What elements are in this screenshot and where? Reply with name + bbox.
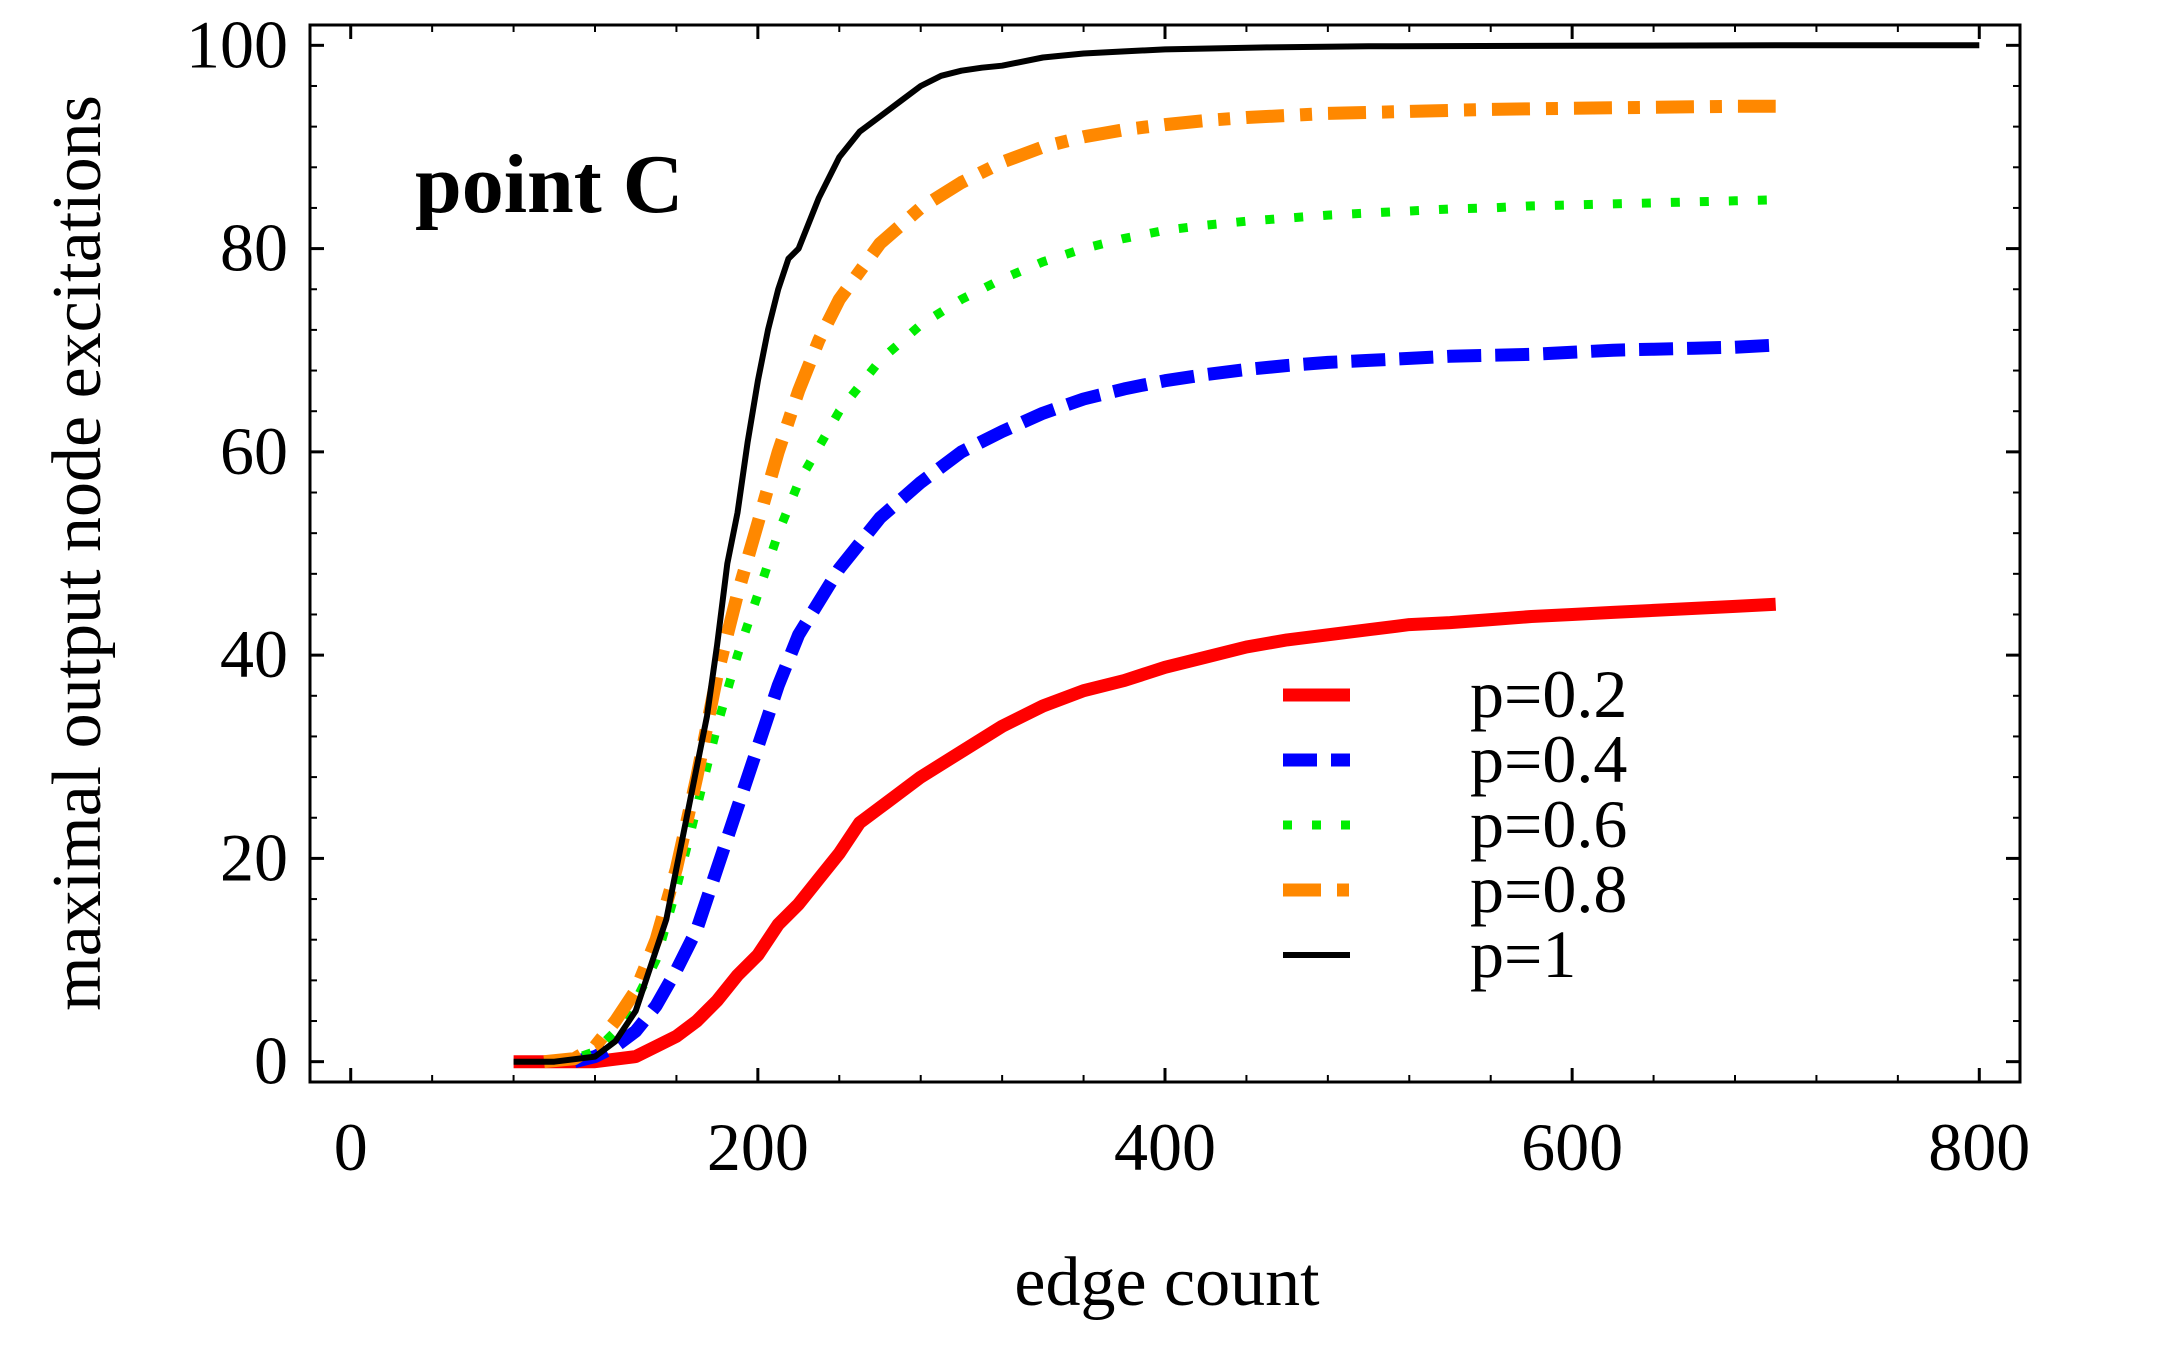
x-tick-label: 0 [334, 1109, 368, 1185]
annotation-point-c: point C [415, 138, 683, 231]
x-tick-label: 200 [707, 1109, 809, 1185]
series-layer [513, 42, 1980, 1069]
x-tick-label: 800 [1928, 1109, 2030, 1185]
y-axis-title: maximal output node excitations [39, 95, 116, 1011]
legend-label: p=1 [1470, 916, 1576, 992]
legend-label: p=0.4 [1470, 721, 1627, 797]
legend-label: p=0.8 [1470, 851, 1627, 927]
x-tick-label: 400 [1114, 1109, 1216, 1185]
y-tick-label: 80 [220, 210, 288, 286]
y-tick-label: 100 [186, 6, 288, 82]
legend-label: p=0.6 [1470, 786, 1627, 862]
x-tick-label: 600 [1521, 1109, 1623, 1185]
y-tick-label: 60 [220, 413, 288, 489]
x-axis-title: edge count [1014, 1244, 1320, 1321]
series-line-p-0-6 [553, 195, 1776, 1067]
legend-label: p=0.2 [1470, 656, 1627, 732]
y-tick-label: 40 [220, 616, 288, 692]
axis-layer: 0 200 400 600 800 0 20 40 60 80 100 [186, 6, 2030, 1185]
legend: p=0.2p=0.4p=0.6p=0.8p=1 [1283, 656, 1627, 992]
series-line-p-1 [513, 42, 1980, 1065]
y-tick-label: 20 [220, 819, 288, 895]
series-line-p-0-2 [513, 597, 1777, 1069]
y-tick-label: 0 [254, 1023, 288, 1099]
